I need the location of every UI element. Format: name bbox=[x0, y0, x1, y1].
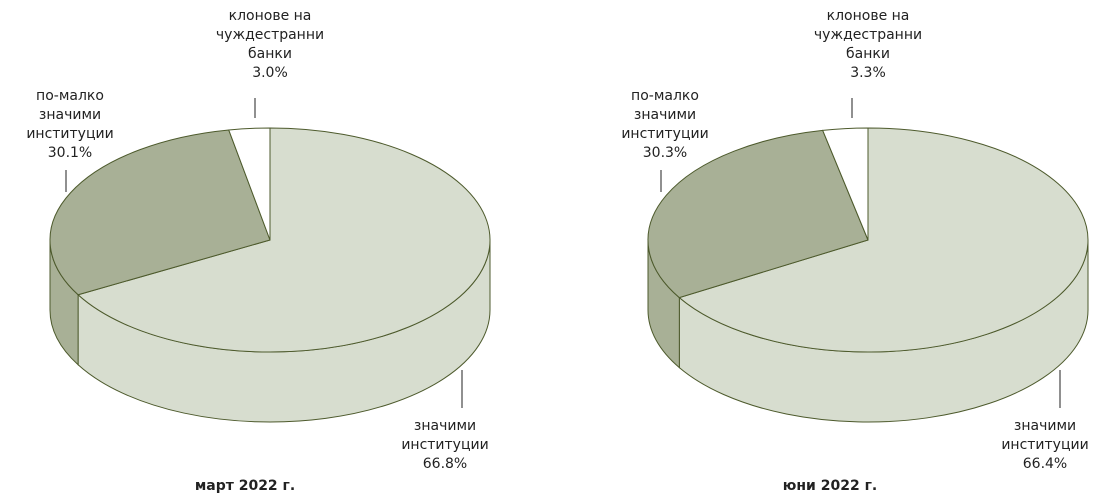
label-line: чуждестранни bbox=[216, 27, 324, 43]
label-line: значими bbox=[39, 107, 101, 123]
slice bbox=[77, 127, 491, 353]
slice-label: по-малко значими институции bbox=[621, 88, 708, 142]
label-line: институции bbox=[621, 126, 708, 142]
value-label: 30.1% bbox=[48, 145, 92, 161]
slice bbox=[49, 129, 271, 296]
slice-label: значими институции bbox=[401, 418, 488, 453]
slice-label: по-малко значими институции bbox=[26, 88, 113, 142]
label-line: по-малко bbox=[631, 88, 699, 104]
slice bbox=[647, 129, 869, 299]
slice-label: значими институции bbox=[1001, 418, 1088, 453]
label-line: чуждестранни bbox=[814, 27, 922, 43]
label-line: по-малко bbox=[36, 88, 104, 104]
chart-title: март 2022 г. bbox=[195, 478, 295, 494]
value-label: 30.3% bbox=[643, 145, 687, 161]
chart-title: юни 2022 г. bbox=[783, 478, 877, 494]
slice bbox=[678, 127, 1089, 353]
slice bbox=[821, 127, 869, 241]
label-line: банки bbox=[248, 46, 292, 62]
label-line: институции bbox=[26, 126, 113, 142]
label-line: клонове на bbox=[229, 8, 312, 24]
slice-label: клонове на чуждестранни банки bbox=[216, 8, 324, 62]
value-label: 66.8% bbox=[423, 456, 467, 472]
label-line: клонове на bbox=[827, 8, 910, 24]
label-line: институции bbox=[1001, 437, 1088, 453]
value-label: 66.4% bbox=[1023, 456, 1067, 472]
label-line: значими bbox=[634, 107, 696, 123]
slice bbox=[228, 127, 271, 241]
value-label: 3.0% bbox=[252, 65, 288, 81]
label-line: институции bbox=[401, 437, 488, 453]
label-line: банки bbox=[846, 46, 890, 62]
label-line: значими bbox=[414, 418, 476, 434]
slice-label: клонове на чуждестранни банки bbox=[814, 8, 922, 62]
label-line: значими bbox=[1014, 418, 1076, 434]
value-label: 3.3% bbox=[850, 65, 886, 81]
